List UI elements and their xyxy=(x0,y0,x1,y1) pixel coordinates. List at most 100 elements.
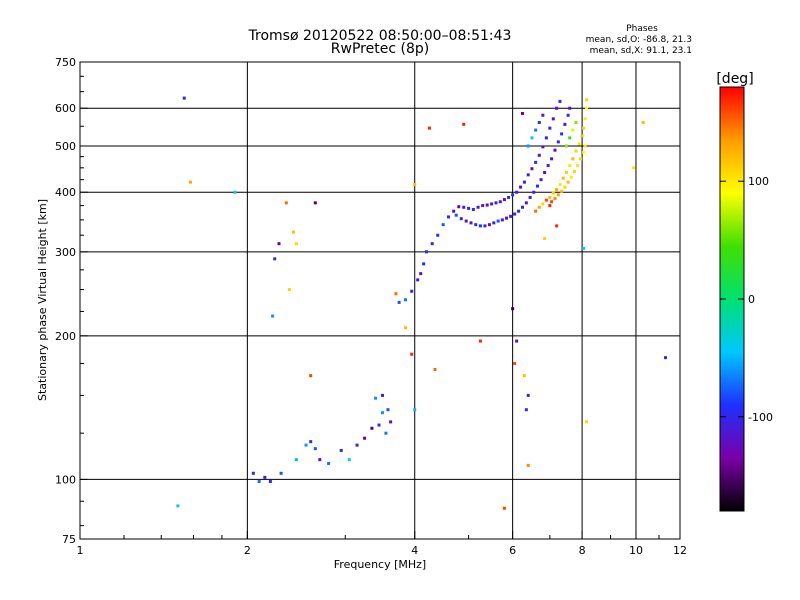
data-point xyxy=(546,164,550,168)
x-tick-label: 4 xyxy=(411,544,418,557)
data-points xyxy=(176,96,667,510)
data-point xyxy=(363,436,367,440)
data-point xyxy=(294,458,298,462)
data-point xyxy=(474,223,478,227)
data-point xyxy=(582,126,586,130)
data-point xyxy=(537,205,541,209)
data-point xyxy=(558,99,562,103)
data-point xyxy=(457,205,461,209)
data-point xyxy=(505,216,509,220)
data-point xyxy=(560,132,564,136)
data-point xyxy=(565,170,569,174)
data-point xyxy=(419,272,423,276)
plot-frame xyxy=(79,61,681,540)
data-point xyxy=(555,188,559,192)
y-tick-label: 100 xyxy=(55,473,76,486)
data-point xyxy=(585,420,589,424)
data-point xyxy=(526,393,530,397)
data-point xyxy=(500,218,504,222)
data-point xyxy=(544,198,548,202)
data-point xyxy=(541,113,545,117)
data-point xyxy=(502,506,506,510)
data-point xyxy=(370,426,374,430)
data-point xyxy=(413,183,417,187)
data-point xyxy=(574,121,578,125)
data-point xyxy=(582,150,586,154)
data-point xyxy=(410,352,414,356)
y-tick-label: 400 xyxy=(55,186,76,199)
data-point xyxy=(568,136,572,140)
data-point xyxy=(469,221,473,225)
data-point xyxy=(313,447,317,451)
x-tick-label: 2 xyxy=(244,544,251,557)
data-point xyxy=(273,257,277,261)
data-point xyxy=(478,224,482,228)
data-point xyxy=(524,201,528,205)
data-point xyxy=(526,463,530,467)
data-point xyxy=(641,121,645,125)
data-point xyxy=(233,190,237,194)
data-point xyxy=(476,205,480,209)
data-point xyxy=(380,393,384,397)
data-point xyxy=(427,126,431,130)
data-point xyxy=(422,262,426,266)
data-point xyxy=(268,479,272,483)
data-point xyxy=(535,184,539,188)
data-point xyxy=(550,157,554,161)
data-point xyxy=(520,111,524,115)
x-tick-label: 6 xyxy=(509,544,516,557)
data-point xyxy=(565,144,569,148)
data-point xyxy=(483,224,487,228)
chart-title: Tromsø 20120522 08:50:00–08:51:43 xyxy=(248,28,512,44)
data-point xyxy=(176,504,180,508)
data-point xyxy=(556,193,560,197)
data-point xyxy=(579,157,583,161)
stats-line-o: mean, sd,O: -86.8, 21.3 xyxy=(586,35,692,45)
data-point xyxy=(416,278,420,282)
data-point xyxy=(327,461,331,465)
data-point xyxy=(490,202,494,206)
data-point xyxy=(446,215,450,219)
data-point xyxy=(404,326,408,330)
colorbar-tick-label: 0 xyxy=(748,293,755,306)
data-point xyxy=(543,170,547,174)
y-tick-label: 750 xyxy=(55,56,76,69)
data-point xyxy=(515,190,519,194)
data-point xyxy=(585,98,589,102)
y-tick-label: 600 xyxy=(55,102,76,115)
data-point xyxy=(580,134,584,138)
data-point xyxy=(313,201,317,205)
y-axis-label: Stationary phase Virtual Height [km] xyxy=(36,199,49,401)
data-point xyxy=(526,173,530,177)
data-point xyxy=(257,479,261,483)
data-point xyxy=(515,339,519,343)
data-point xyxy=(502,198,506,202)
data-point xyxy=(553,148,557,152)
data-point xyxy=(571,128,575,132)
data-point xyxy=(558,183,562,187)
data-point xyxy=(528,195,532,199)
data-point xyxy=(413,408,417,412)
data-point xyxy=(397,300,401,304)
data-point xyxy=(182,96,186,100)
data-point xyxy=(556,140,560,144)
data-point xyxy=(568,106,572,110)
data-point xyxy=(563,122,567,126)
data-point xyxy=(534,160,538,164)
data-point xyxy=(487,223,491,227)
x-tick-label: 12 xyxy=(673,544,687,557)
data-point xyxy=(548,195,552,199)
data-point xyxy=(291,230,295,234)
data-point xyxy=(568,164,572,168)
data-point xyxy=(566,180,570,184)
data-point xyxy=(522,180,526,184)
data-point xyxy=(481,204,485,208)
chart-subtitle: RwPretec (8p) xyxy=(331,41,429,57)
data-point xyxy=(309,440,313,444)
data-point xyxy=(526,144,530,148)
x-tick-label: 8 xyxy=(579,544,586,557)
data-point xyxy=(389,420,393,424)
data-point xyxy=(251,471,255,475)
data-point xyxy=(563,185,567,189)
